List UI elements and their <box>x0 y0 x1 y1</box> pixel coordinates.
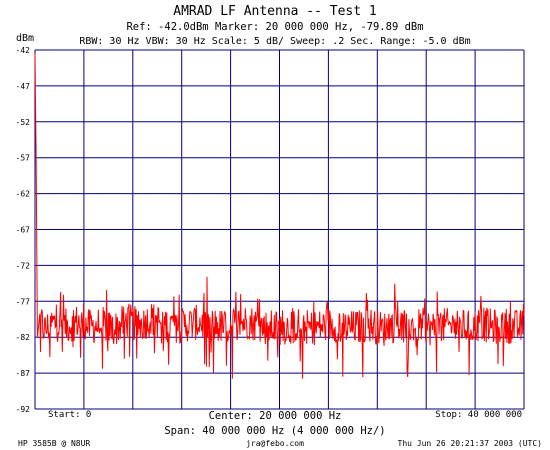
contact-email: jra@febo.com <box>246 439 304 448</box>
y-tick-label: -92 <box>16 405 31 414</box>
timestamp: Thu Jun 26 20:21:37 2003 (UTC) <box>397 439 543 448</box>
chart-title: AMRAD LF Antenna -- Test 1 <box>173 4 377 19</box>
stop-frequency: Stop: 40 000 000 <box>435 410 522 420</box>
span-frequency: Span: 40 000 000 Hz (4 000 000 Hz/) <box>164 425 386 437</box>
y-tick-label: -67 <box>16 226 31 235</box>
start-frequency: Start: 0 <box>48 410 92 420</box>
settings-line-1: Ref: -42.0dBm Marker: 20 000 000 Hz, -79… <box>126 21 424 33</box>
y-tick-label: -72 <box>16 261 31 270</box>
y-tick-label: -87 <box>16 369 31 378</box>
y-tick-label: -77 <box>16 297 31 306</box>
marker-point <box>278 320 281 324</box>
y-axis-label: dBm <box>16 33 35 44</box>
settings-line-2: RBW: 30 Hz VBW: 30 Hz Scale: 5 dB/ Sweep… <box>79 36 471 47</box>
y-tick-label: -62 <box>16 190 31 199</box>
center-frequency: Center: 20 000 000 Hz <box>208 410 342 422</box>
y-tick-label: -52 <box>16 118 31 127</box>
y-tick-label: -57 <box>16 154 31 163</box>
spectrum-trace <box>34 53 525 379</box>
y-tick-label: -42 <box>16 46 31 55</box>
instrument-label: HP 3585B @ N8UR <box>18 439 91 448</box>
y-tick-label: -82 <box>16 333 31 342</box>
y-tick-label: -47 <box>16 82 31 91</box>
